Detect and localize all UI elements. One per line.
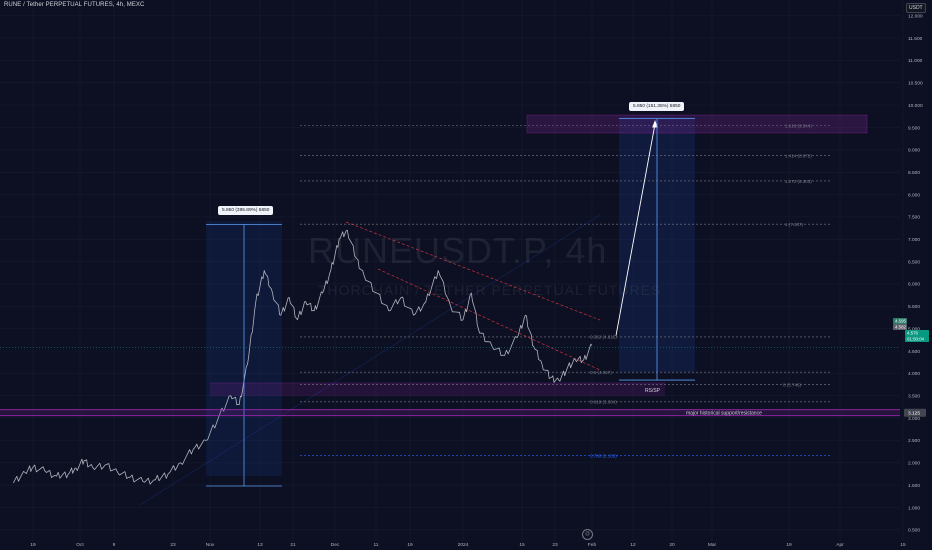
fib-label-0: 1.618 (9.544) xyxy=(785,123,812,128)
price-tag-2: 4.576 xyxy=(907,331,919,336)
y-tick-11: 6.500 xyxy=(908,259,920,265)
fib-label-3: 1 (7.337) xyxy=(785,222,804,227)
y-tick-18: 3.000 xyxy=(908,416,920,422)
x-tick-5: 13 xyxy=(257,542,263,548)
y-tick-0: 12.000 xyxy=(908,14,923,20)
price-tag-bg-3 xyxy=(905,336,929,342)
x-tick-2: 9 xyxy=(113,542,116,548)
y-tick-23: 0.500 xyxy=(908,528,920,534)
quote-currency-badge[interactable]: USDT xyxy=(906,3,926,13)
x-tick-1: Oct xyxy=(76,542,84,548)
y-tick-22: 1.000 xyxy=(908,505,920,511)
price-tag-0: 4.595 xyxy=(895,319,907,324)
descending-channel xyxy=(139,214,601,506)
rs-sp-label: RS/SP xyxy=(645,388,661,394)
fib-label-4: 0.382 (4.815) xyxy=(590,335,617,340)
support-axis-tag xyxy=(904,408,926,417)
channel-lower xyxy=(377,268,601,371)
y-tick-3: 10.500 xyxy=(908,81,923,87)
y-tick-14: 5.000 xyxy=(908,326,920,332)
fib-label-1: 1.414 (8.872) xyxy=(785,153,812,158)
price-tag-bg-2 xyxy=(905,330,929,336)
trend-diagonal xyxy=(139,214,601,506)
y-tick-2: 11.000 xyxy=(908,58,923,64)
y-tick-21: 1.500 xyxy=(908,483,920,489)
fib-label-2: 1.272 (8.303) xyxy=(785,179,812,184)
price-tag-bg-1 xyxy=(893,324,907,330)
x-tick-14: 12 xyxy=(630,542,636,548)
y-tick-15: 4.500 xyxy=(908,349,920,355)
support-resistance: major historical support/resistance RS/SP xyxy=(0,388,900,416)
fib-label-5: 0.5 (4.027) xyxy=(590,370,612,375)
y-tick-5: 9.500 xyxy=(908,125,920,131)
y-tick-7: 8.500 xyxy=(908,170,920,176)
x-tick-19: 15 xyxy=(900,542,906,548)
y-tick-20: 2.000 xyxy=(908,461,920,467)
y-tick-9: 7.500 xyxy=(908,215,920,221)
x-axis[interactable]: 19 Oct 9 23 Nov 13 21 Dec 11 19 2024 15 23 Feb 12 20 Mar… xyxy=(30,542,906,548)
x-tick-10: 2024 xyxy=(458,542,469,548)
tradingview-logo-icon[interactable]: @ xyxy=(582,529,593,540)
projection-arrow-head xyxy=(652,120,658,128)
y-tick-17: 3.500 xyxy=(908,394,920,400)
fib-label-8: 0.786 (2.163) xyxy=(590,453,617,458)
price-tag-bg-0 xyxy=(893,318,907,324)
price-tag-1: 4.582 xyxy=(895,325,907,330)
y-tick-19: 2.500 xyxy=(908,438,920,444)
y-tick-10: 7.000 xyxy=(908,237,920,243)
measure-label-1: 5.850 (395.89%) 5850 xyxy=(218,206,274,215)
x-tick-18: Apr xyxy=(836,542,844,548)
grid-lines xyxy=(0,0,904,541)
support-axis-value: 3.125 xyxy=(908,410,920,416)
measure-label-2: 5.850 (151.35%) 5850 xyxy=(629,102,685,111)
y-tick-6: 9.000 xyxy=(908,148,920,154)
price-tag-3: 01:50:04 xyxy=(907,337,925,342)
description-watermark: THORCHAIN / TETHER PERPETUAL FUTURES xyxy=(318,282,662,298)
y-tick-16: 4.000 xyxy=(908,371,920,377)
x-tick-3: 23 xyxy=(170,542,176,548)
x-tick-6: 21 xyxy=(290,542,296,548)
measure-tools xyxy=(206,118,695,487)
x-tick-16: Mar xyxy=(708,542,717,548)
x-tick-8: 11 xyxy=(374,542,379,548)
rs-sp-zone xyxy=(210,383,665,396)
x-tick-13: Feb xyxy=(588,542,597,548)
fib-label-7: 0.618 (3.364) xyxy=(590,400,617,405)
y-tick-4: 10.000 xyxy=(908,103,923,109)
x-tick-4: Nov xyxy=(206,542,215,548)
projection-arrow xyxy=(615,123,656,336)
x-tick-15: 20 xyxy=(669,542,675,548)
x-tick-17: 19 xyxy=(786,542,792,548)
y-tick-13: 5.500 xyxy=(908,304,920,310)
y-tick-1: 11.500 xyxy=(908,36,923,42)
support-band xyxy=(0,409,900,416)
support-label: major historical support/resistance xyxy=(686,410,762,416)
x-tick-7: Dec xyxy=(331,542,340,548)
symbol-watermark: RUNEUSDT.P, 4h xyxy=(308,230,608,271)
x-tick-11: 15 xyxy=(519,542,525,548)
fib-label-6: 0 (3.746) xyxy=(783,383,802,388)
x-tick-0: 19 xyxy=(30,542,36,548)
y-tick-12: 6.000 xyxy=(908,282,920,288)
y-tick-8: 8.000 xyxy=(908,192,920,198)
x-tick-12: 23 xyxy=(552,542,558,548)
y-axis[interactable]: 12.000 11.500 11.000 10.500 10.000 9.500 9.000… xyxy=(904,14,926,534)
x-tick-9: 19 xyxy=(407,542,413,548)
fib-levels: 1.618 (9.544) 1.414 (8.872) 1.272 (8.303) 1… xyxy=(300,123,830,458)
symbol-title[interactable]: RUNE / Tether PERPETUAL FUTURES, 4h, MEX… xyxy=(4,2,145,8)
channel-upper xyxy=(345,221,601,321)
target-zone xyxy=(526,114,868,134)
